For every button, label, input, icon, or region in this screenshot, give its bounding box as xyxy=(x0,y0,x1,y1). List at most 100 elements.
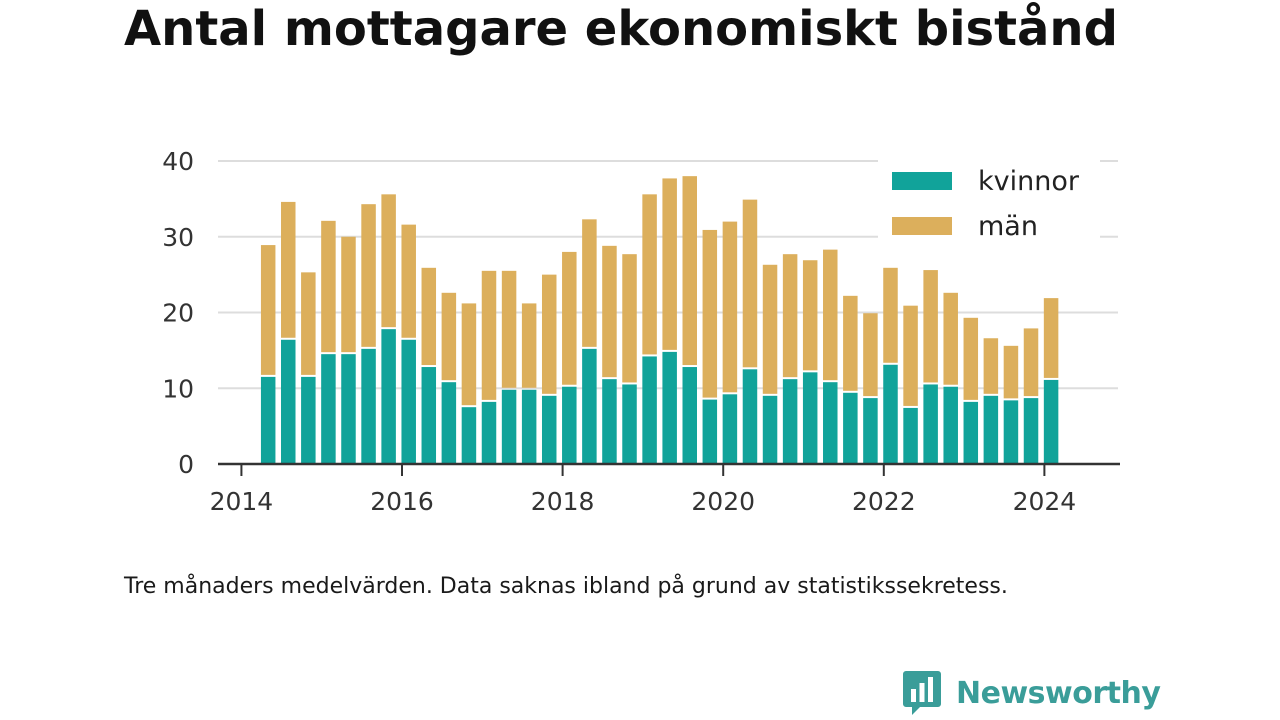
x-tick-label: 2024 xyxy=(1013,487,1077,516)
bar-man xyxy=(562,251,577,385)
bar-man xyxy=(923,270,938,383)
legend-swatch xyxy=(892,172,952,190)
bar-man xyxy=(903,305,918,406)
bar-kvinnor xyxy=(521,389,537,464)
bar-man xyxy=(1043,298,1059,378)
bar-man xyxy=(602,245,617,378)
x-tick-label: 2022 xyxy=(852,487,916,516)
x-tick-label: 2018 xyxy=(531,487,595,516)
bar-kvinnor xyxy=(281,339,296,464)
bar-kvinnor xyxy=(602,379,617,464)
bar-kvinnor xyxy=(562,386,577,464)
bar-man xyxy=(481,270,497,400)
bar-kvinnor xyxy=(742,369,758,464)
bar-kvinnor xyxy=(1023,398,1039,464)
y-tick-label: 10 xyxy=(162,374,194,403)
bar-kvinnor xyxy=(963,401,979,464)
legend: kvinnor män xyxy=(878,158,1100,242)
bar-man xyxy=(381,194,396,328)
bar-man xyxy=(281,201,296,338)
bar-man xyxy=(762,264,778,394)
y-tick-label: 30 xyxy=(162,223,194,252)
bar-kvinnor xyxy=(943,386,958,464)
legend-label: män xyxy=(978,211,1038,242)
bar-man xyxy=(782,254,798,378)
legend-swatch xyxy=(892,217,952,235)
bar-kvinnor xyxy=(481,401,497,464)
bar-kvinnor xyxy=(582,348,597,464)
bar-man xyxy=(722,221,738,393)
chart-title: Antal mottagare ekonomiskt bistånd xyxy=(124,1,1118,57)
bar-chart-speech-bubble-icon xyxy=(903,671,941,715)
bar-man xyxy=(341,236,356,353)
y-tick-label: 20 xyxy=(162,299,194,328)
x-axis xyxy=(218,462,1120,476)
bar-man xyxy=(301,272,316,375)
bar-kvinnor xyxy=(321,354,336,464)
x-tick-label: 2020 xyxy=(691,487,755,516)
legend-label: kvinnor xyxy=(978,166,1080,197)
y-tick-label: 0 xyxy=(178,450,194,479)
bar-kvinnor xyxy=(260,376,276,464)
x-axis-ticks: 2014 2016 2018 2020 2022 2024 xyxy=(210,487,1077,516)
bar-man xyxy=(682,176,697,366)
bar-man xyxy=(1003,345,1019,399)
bar-kvinnor xyxy=(722,394,738,464)
chart-note: Tre månaders medelvärden. Data saknas ib… xyxy=(124,574,1008,599)
bar-man xyxy=(541,274,557,394)
bar-man xyxy=(582,219,597,347)
bar-kvinnor xyxy=(341,354,356,464)
bar-kvinnor xyxy=(642,356,657,464)
bar-kvinnor xyxy=(823,382,838,464)
bar-man xyxy=(622,254,637,383)
bar-man xyxy=(421,267,437,366)
bar-kvinnor xyxy=(622,384,637,464)
bar-man xyxy=(461,303,477,406)
bar-kvinnor xyxy=(301,376,316,464)
bar-kvinnor xyxy=(762,395,778,464)
bar-man xyxy=(823,249,838,381)
bar-man xyxy=(1023,328,1039,397)
bar-man xyxy=(642,194,657,355)
bar-man xyxy=(441,292,457,381)
y-tick-label: 40 xyxy=(162,147,194,176)
bars xyxy=(260,176,1059,464)
bar-kvinnor xyxy=(923,384,938,464)
bar-kvinnor xyxy=(662,351,677,464)
bar-man xyxy=(742,199,758,368)
bar-man xyxy=(702,229,718,398)
bar-kvinnor xyxy=(1003,400,1019,464)
brand-name: Newsworthy xyxy=(956,675,1161,711)
bar-man xyxy=(501,270,517,388)
bar-man xyxy=(963,317,979,400)
bar-kvinnor xyxy=(782,379,798,464)
bar-man xyxy=(521,303,537,388)
bar-man xyxy=(401,224,416,338)
bar-kvinnor xyxy=(883,364,898,464)
brand[interactable]: Newsworthy xyxy=(902,668,1161,718)
bar-kvinnor xyxy=(421,367,437,464)
bar-kvinnor xyxy=(682,367,697,464)
bar-man xyxy=(883,267,898,363)
bar-kvinnor xyxy=(441,382,457,464)
x-tick-label: 2014 xyxy=(210,487,274,516)
bar-kvinnor xyxy=(903,407,918,464)
bar-chart: 0 10 20 30 40 2014 2016 2018 2020 2022 2024 kvinn… xyxy=(162,147,1120,516)
x-tick-label: 2016 xyxy=(370,487,434,516)
bar-man xyxy=(802,260,818,371)
bar-kvinnor xyxy=(802,372,818,464)
bar-man xyxy=(863,313,878,397)
bar-man xyxy=(983,338,999,394)
bar-kvinnor xyxy=(863,398,878,464)
bar-kvinnor xyxy=(983,395,999,464)
bar-man xyxy=(260,245,276,375)
bar-man xyxy=(321,220,336,353)
bar-kvinnor xyxy=(541,395,557,464)
bar-kvinnor xyxy=(843,392,858,464)
bar-man xyxy=(361,204,376,347)
bar-kvinnor xyxy=(501,389,517,464)
bar-man xyxy=(943,292,958,385)
y-axis-ticks: 0 10 20 30 40 xyxy=(162,147,194,479)
bar-kvinnor xyxy=(361,348,376,464)
bar-kvinnor xyxy=(381,329,396,464)
